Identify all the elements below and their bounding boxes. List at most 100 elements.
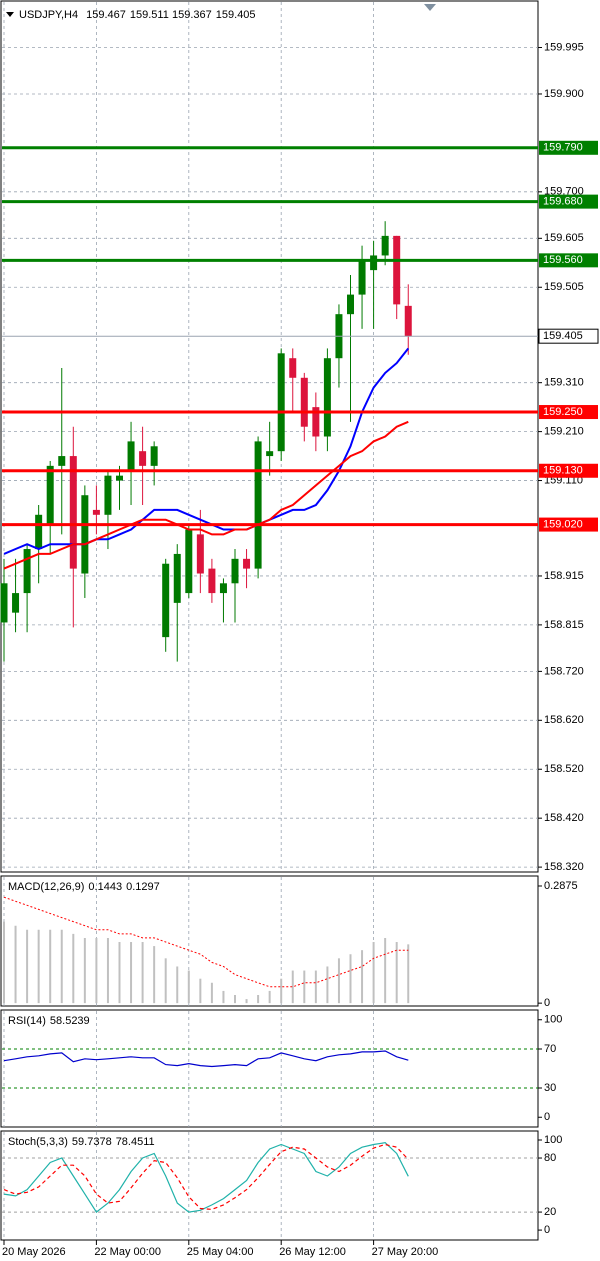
indicator-value: 58.5239 (50, 1015, 90, 1027)
candle-body (92, 509, 100, 515)
candle-body (381, 235, 389, 256)
candle-body (139, 451, 147, 466)
level-label: 159.020 (543, 518, 583, 530)
candle-body (150, 446, 158, 466)
candle-body (12, 593, 20, 613)
header: USDJPY,H4 159.467 159.511 159.367 159.405 (19, 9, 256, 21)
level-box (539, 405, 598, 420)
y-tick-label: 158.620 (544, 714, 584, 726)
y-tick-label: 30 (544, 1082, 556, 1094)
candle-body (208, 568, 216, 594)
x-tick-label: 27 May 20:00 (372, 1246, 439, 1258)
candle-body (185, 529, 193, 594)
y-tick-label: 159.310 (544, 377, 584, 389)
x-tick-label: 26 May 12:00 (279, 1246, 346, 1258)
indicator-value: 0.1443 (88, 881, 122, 893)
candle-body (323, 358, 331, 437)
indicator-header: RSI(14) 58.5239 (8, 1015, 90, 1027)
y-tick-label: 100 (544, 1014, 562, 1026)
indicator-value: 59.7378 (72, 1136, 112, 1148)
main-panel-frame (0, 0, 539, 873)
candle-body (23, 549, 31, 594)
candle-body (162, 563, 170, 638)
y-tick-label: 158.520 (544, 763, 584, 775)
menu-triangle (6, 12, 14, 17)
y-tick-label: 159.605 (544, 232, 584, 244)
y-tick-label: 159.505 (544, 281, 584, 293)
macd-panel-frame (0, 875, 539, 1007)
y-tick-label: 158.815 (544, 619, 584, 631)
candle-body (312, 407, 320, 437)
candle-body (104, 475, 112, 515)
candle-body (370, 255, 378, 271)
y-tick-label: 70 (544, 1043, 556, 1055)
level-label: 159.130 (543, 465, 583, 477)
candle-body (243, 558, 251, 569)
y-tick-label: 100 (544, 1134, 562, 1146)
candle-body (81, 495, 89, 574)
level-label: 159.560 (543, 254, 583, 266)
candle-body (35, 514, 43, 550)
level-box (539, 517, 598, 532)
signal-line (3, 896, 409, 988)
candle-body (69, 456, 77, 569)
indicator-title: Stoch(5,3,3) (8, 1136, 68, 1148)
level-box (539, 194, 598, 209)
candle-body (300, 377, 308, 427)
indicator-line (3, 1142, 409, 1213)
candle-body (116, 475, 123, 481)
candle-body (46, 465, 54, 525)
level-box (539, 463, 598, 478)
candle-body (196, 534, 204, 574)
candle-body (219, 583, 227, 594)
indicator-header: Stoch(5,3,3) 59.7378 78.4511 (8, 1136, 155, 1148)
level-label: 159.680 (543, 196, 583, 208)
y-tick-label: 80 (544, 1152, 556, 1164)
y-tick-label: 158.720 (544, 665, 584, 677)
indicator-value: 78.4511 (116, 1136, 155, 1148)
moving-average (3, 420, 409, 570)
indicator-value: 0.1297 (126, 881, 160, 893)
candle-body (289, 358, 297, 378)
level-label: 159.790 (543, 142, 583, 154)
level-label: 159.250 (543, 406, 583, 418)
candle-body (127, 441, 135, 471)
x-tick-label: 20 May 2026 (2, 1246, 66, 1258)
indicator-title: RSI(14) (8, 1015, 46, 1027)
candle-body (347, 294, 354, 315)
candle-body (254, 441, 262, 569)
y-tick-label: 159.995 (544, 41, 584, 53)
y-tick-label: 158.915 (544, 570, 584, 582)
indicator-title: MACD(12,26,9) (8, 881, 84, 893)
stoch-panel-frame (0, 1130, 539, 1241)
candle-body (358, 260, 366, 295)
y-tick-label: 0 (544, 997, 550, 1009)
y-tick-label: 20 (544, 1206, 556, 1218)
y-tick-label: 159.210 (544, 426, 584, 438)
x-tick-label: 22 May 00:00 (94, 1246, 161, 1258)
header-value: USDJPY,H4 (19, 9, 78, 21)
candle-body (393, 235, 401, 305)
candle-body (0, 583, 8, 623)
last-price-box (538, 328, 599, 344)
y-tick-label: 0 (544, 1111, 550, 1123)
shift-marker (424, 4, 436, 11)
x-tick-label: 25 May 04:00 (187, 1246, 254, 1258)
candle-body (173, 553, 181, 603)
header-value: 159.367 (172, 9, 212, 21)
y-tick-label: 0.2875 (544, 880, 578, 892)
level-box (539, 253, 598, 268)
candle-body (231, 558, 239, 584)
candle-body (266, 451, 274, 457)
level-box (539, 140, 598, 155)
rsi-panel-frame (0, 1009, 539, 1128)
indicator-header: MACD(12,26,9) 0.1443 0.1297 (8, 881, 160, 893)
header-value: 159.405 (216, 9, 256, 21)
candle-body (58, 456, 66, 466)
header-value: 159.467 (86, 9, 126, 21)
candle-body (277, 353, 285, 452)
candle-body (404, 305, 412, 337)
indicator-line (3, 1143, 409, 1211)
